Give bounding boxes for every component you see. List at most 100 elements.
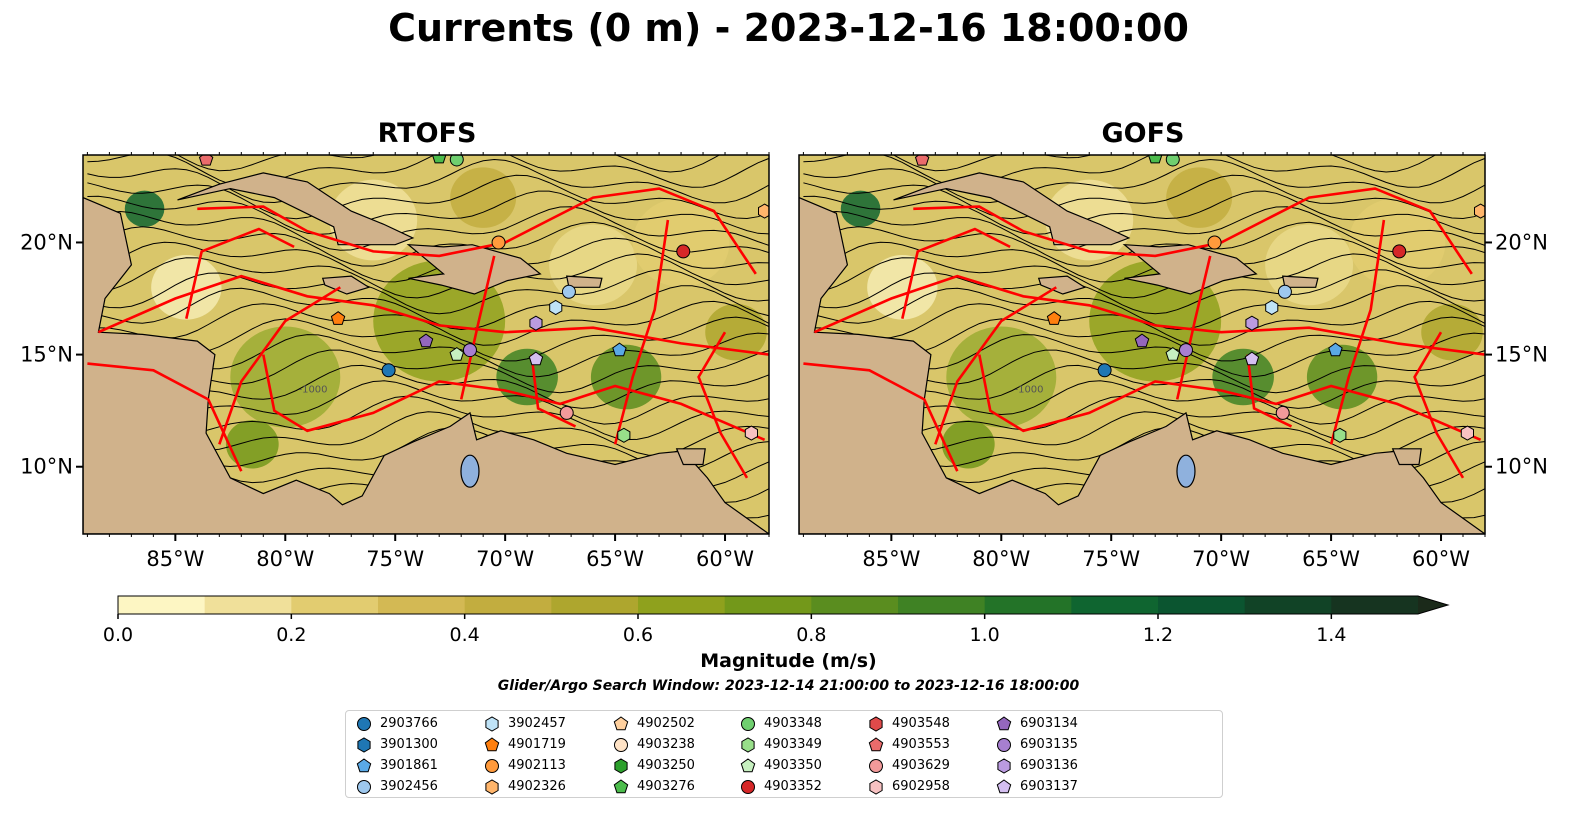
float-marker-6903137[interactable] xyxy=(1244,351,1260,366)
float-marker-6902958[interactable] xyxy=(1460,425,1474,441)
float-marker-2903766[interactable] xyxy=(381,363,396,378)
colorbar-label: Magnitude (m/s) xyxy=(700,650,877,672)
circle-marker-icon xyxy=(357,779,371,794)
lon-tick-label: 80°W xyxy=(972,547,1030,571)
colorbar-extend-arrow xyxy=(1418,596,1448,614)
legend-item-label: 6903134 xyxy=(1020,716,1078,731)
forecast-track-line xyxy=(530,354,577,428)
legend-item-label: 4903238 xyxy=(637,737,695,752)
float-marker-4903352[interactable] xyxy=(1392,244,1407,259)
circle-marker-icon xyxy=(869,758,883,773)
forecast-track-line xyxy=(185,227,295,319)
streamline xyxy=(87,174,769,220)
float-marker-4903553[interactable] xyxy=(198,153,214,166)
float-marker-4903276[interactable] xyxy=(1147,150,1163,164)
legend-item-label: 4902502 xyxy=(637,716,695,731)
pentagon-marker-icon xyxy=(356,757,372,772)
legend-item: 4903629 xyxy=(868,756,950,776)
lon-tick-label: 60°W xyxy=(696,547,754,571)
float-marker-3902457[interactable] xyxy=(1265,299,1279,316)
circle-marker-icon xyxy=(741,779,755,794)
colorbar-tick-label: 1.2 xyxy=(1143,624,1173,646)
float-marker-6903137[interactable] xyxy=(528,351,544,366)
float-marker-4903629[interactable] xyxy=(1275,405,1290,420)
speed-patch xyxy=(225,420,279,469)
colorbar-segment xyxy=(724,596,812,614)
float-marker-3901861[interactable] xyxy=(1328,342,1343,357)
legend-item: 4902113 xyxy=(484,756,566,776)
legend-item: 3902456 xyxy=(356,777,438,797)
float-marker-4903629[interactable] xyxy=(559,405,574,420)
legend-item-label: 4903553 xyxy=(892,737,950,752)
lake-maracaibo xyxy=(1176,454,1196,488)
float-marker-6903134[interactable] xyxy=(418,333,434,348)
circle-marker-icon xyxy=(997,737,1011,752)
speed-patch xyxy=(867,255,938,320)
float-marker-6903134[interactable] xyxy=(1134,333,1150,348)
float-marker-4902113[interactable] xyxy=(491,235,506,250)
float-marker-4903349[interactable] xyxy=(617,427,631,443)
float-marker-4903349[interactable] xyxy=(1333,427,1347,443)
circle-marker-icon xyxy=(485,758,499,773)
lon-tick-label: 70°W xyxy=(476,547,534,571)
legend-item-label: 2903766 xyxy=(380,716,438,731)
pentagon-marker-icon xyxy=(484,736,500,751)
legend-item-label: 4903276 xyxy=(637,779,695,794)
streamline xyxy=(803,190,1485,235)
float-marker-3902456[interactable] xyxy=(561,284,576,299)
colorbar-segment xyxy=(464,596,552,614)
float-marker-6903136[interactable] xyxy=(1245,315,1259,331)
streamline xyxy=(87,158,769,204)
hexagon-marker-icon xyxy=(741,736,755,753)
float-marker-4903276[interactable] xyxy=(431,150,447,164)
float-marker-3902456[interactable] xyxy=(1277,284,1292,299)
legend-item-label: 3901300 xyxy=(380,737,438,752)
hexagon-marker-icon xyxy=(485,778,499,795)
figure-title: Currents (0 m) - 2023-12-16 18:00:00 xyxy=(388,6,1189,50)
lat-tick-label: 15°N xyxy=(20,343,73,367)
legend-item-label: 4903349 xyxy=(764,737,822,752)
forecast-track-line xyxy=(218,286,341,445)
colorbar-segment xyxy=(118,596,206,614)
legend-item: 4903352 xyxy=(740,777,822,797)
lon-tick-label: 60°W xyxy=(1412,547,1470,571)
streamline xyxy=(87,190,769,235)
circle-marker-icon xyxy=(614,737,628,752)
float-marker-6903136[interactable] xyxy=(529,315,543,331)
colorbar: 0.0 0.2 0.4 0.6 0.8 1.0 1.2 1.4 xyxy=(103,595,1450,646)
float-marker-3902457[interactable] xyxy=(549,299,563,316)
speed-patch xyxy=(1166,167,1233,228)
float-marker-4901719[interactable] xyxy=(330,311,346,325)
legend-item: 4902502 xyxy=(613,714,695,734)
float-marker-4903350[interactable] xyxy=(449,346,464,361)
float-marker-4903350[interactable] xyxy=(1165,346,1180,361)
island xyxy=(321,275,371,295)
speed-patch xyxy=(840,190,881,227)
float-marker-4901719[interactable] xyxy=(1046,311,1062,325)
float-marker-6902958[interactable] xyxy=(744,425,758,441)
colorbar-tick-label: 1.0 xyxy=(970,624,1000,646)
float-marker-2903766[interactable] xyxy=(1097,363,1112,378)
float-marker-4902326[interactable] xyxy=(758,203,771,219)
float-marker-4902113[interactable] xyxy=(1207,235,1222,250)
colorbar-segment xyxy=(638,596,726,614)
speed-patch xyxy=(705,303,767,361)
forecast-track-line xyxy=(97,274,769,356)
float-marker-6903135[interactable] xyxy=(462,343,477,358)
float-marker-3901861[interactable] xyxy=(612,342,627,357)
colorbar-segment xyxy=(1331,596,1419,614)
legend-item: 4903276 xyxy=(613,777,695,797)
legend-item: 6903134 xyxy=(996,714,1078,734)
legend-item: 4903548 xyxy=(868,714,950,734)
float-marker-4903348[interactable] xyxy=(1165,153,1180,167)
hexagon-marker-icon xyxy=(869,778,883,795)
legend-item: 4902326 xyxy=(484,777,566,797)
forecast-track-line xyxy=(1246,354,1293,428)
float-marker-4902326[interactable] xyxy=(1474,203,1487,219)
float-marker-4903553[interactable] xyxy=(914,153,930,166)
float-marker-4903348[interactable] xyxy=(449,153,464,167)
float-marker-6903135[interactable] xyxy=(1178,343,1193,358)
depth-contour-label: -1000 xyxy=(298,385,327,396)
lon-tick-label: 75°W xyxy=(366,547,424,571)
float-marker-4903352[interactable] xyxy=(676,244,691,259)
